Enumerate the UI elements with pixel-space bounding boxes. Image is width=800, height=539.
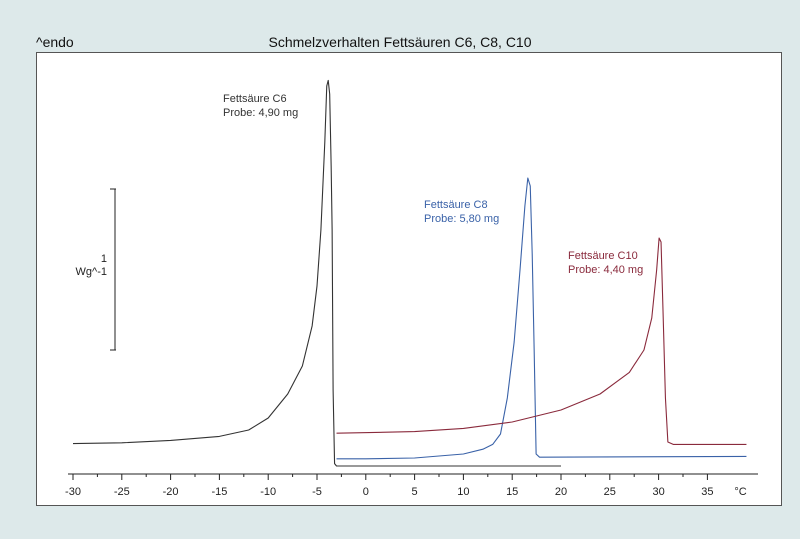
series-label-2: Fettsäure C8 — [424, 199, 488, 211]
x-tick-label: 15 — [506, 486, 518, 498]
series-label-3: Fettsäure C10 — [568, 250, 638, 262]
x-tick-label: -30 — [65, 486, 81, 498]
x-tick-label: -20 — [163, 486, 179, 498]
series-label-1: Probe: 4,90 mg — [223, 107, 298, 119]
series-line-2 — [336, 177, 747, 460]
x-tick-label: -25 — [114, 486, 130, 498]
x-tick-label: -10 — [260, 486, 276, 498]
x-tick-label: 30 — [652, 486, 664, 498]
series-line-3 — [336, 237, 747, 445]
series-label-3: Probe: 4,40 mg — [568, 264, 643, 276]
x-tick-label: -15 — [211, 486, 227, 498]
x-tick-label: 25 — [604, 486, 616, 498]
endo-direction-label: ^endo — [36, 34, 74, 50]
x-tick-label: -5 — [312, 486, 322, 498]
x-tick-label: 10 — [457, 486, 469, 498]
scale-bar: 1 Wg^-1 — [76, 188, 116, 351]
scale-bar-value: 1 — [101, 253, 107, 265]
scale-bar-unit: Wg^-1 — [76, 266, 107, 278]
x-tick-label: 20 — [555, 486, 567, 498]
plot-area — [36, 52, 782, 506]
series-label-2: Probe: 5,80 mg — [424, 213, 499, 225]
x-axis: -30 -25 -20 -15 -10 -5 0 5 10 15 20 25 30 35 °C — [65, 473, 758, 498]
x-tick-label: 35 — [701, 486, 713, 498]
series-label-1: Fettsäure C6 — [223, 93, 287, 105]
chart-title: Schmelzverhalten Fettsäuren C6, C8, C10 — [268, 34, 532, 50]
series-line-1 — [72, 79, 561, 467]
x-axis-unit: °C — [734, 486, 746, 498]
series-annotations: Fettsäure C6 Probe: 4,90 mg Fettsäure C8 Pr… — [223, 93, 643, 276]
x-tick-label: 5 — [412, 486, 418, 498]
curves — [72, 79, 747, 467]
x-tick-label: 0 — [363, 486, 369, 498]
